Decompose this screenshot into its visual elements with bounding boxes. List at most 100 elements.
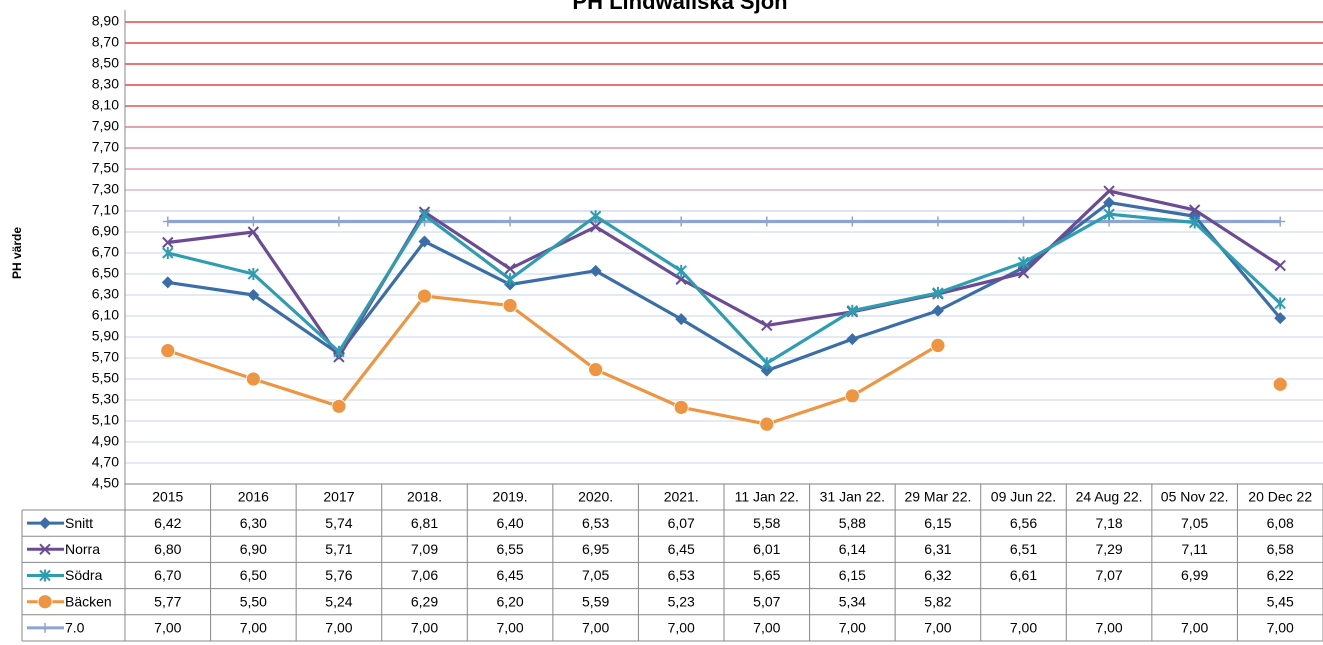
y-tick-label: 7,30 bbox=[92, 181, 119, 197]
table-cell: 5,23 bbox=[668, 593, 695, 609]
y-tick-label: 4,90 bbox=[92, 433, 119, 449]
table-cell: 6,15 bbox=[839, 567, 866, 583]
table-cell: 7,00 bbox=[1181, 620, 1208, 636]
table-cell: 7,00 bbox=[582, 620, 609, 636]
marker bbox=[846, 333, 859, 346]
table-cell: 6,61 bbox=[1010, 567, 1037, 583]
marker bbox=[761, 319, 773, 332]
marker bbox=[932, 216, 943, 227]
x-tick-label: 31 Jan 22. bbox=[820, 489, 885, 505]
table-cell: 6,29 bbox=[411, 593, 438, 609]
marker bbox=[417, 288, 432, 304]
marker bbox=[675, 313, 688, 326]
y-tick-label: 5,90 bbox=[92, 328, 119, 344]
table-cell: 5,74 bbox=[325, 515, 352, 531]
table-cell: 6,15 bbox=[924, 515, 951, 531]
y-tick-label: 5,10 bbox=[92, 412, 119, 428]
table-cell: 5,07 bbox=[753, 593, 780, 609]
marker bbox=[930, 337, 946, 353]
legend-label: 7.0 bbox=[65, 620, 85, 636]
legend-label: Bäcken bbox=[65, 593, 112, 609]
marker bbox=[160, 343, 176, 359]
marker bbox=[1188, 204, 1201, 216]
marker bbox=[161, 276, 174, 289]
table-cell: 7,06 bbox=[411, 567, 438, 583]
table-cell: 6,45 bbox=[668, 541, 695, 557]
marker bbox=[1274, 297, 1286, 310]
table-cell: 7,00 bbox=[1267, 620, 1294, 636]
marker bbox=[39, 517, 51, 530]
x-tick-label: 05 Nov 22. bbox=[1161, 489, 1229, 505]
marker bbox=[40, 622, 50, 633]
legend-label: Södra bbox=[65, 567, 103, 583]
marker bbox=[1103, 208, 1115, 221]
marker bbox=[248, 216, 259, 227]
table-cell: 7,00 bbox=[668, 620, 695, 636]
table-cell: 6,42 bbox=[154, 515, 181, 531]
marker bbox=[1103, 196, 1116, 209]
marker bbox=[589, 264, 602, 277]
marker bbox=[502, 298, 518, 313]
marker bbox=[589, 210, 602, 223]
table-cell: 6,95 bbox=[582, 541, 609, 557]
marker bbox=[676, 216, 687, 227]
table-cell: 7,00 bbox=[839, 620, 866, 636]
table-cell: 7,00 bbox=[411, 620, 438, 636]
table-cell: 6,53 bbox=[582, 515, 609, 531]
table-cell: 7,00 bbox=[325, 620, 352, 636]
table-cell: 5,65 bbox=[753, 567, 780, 583]
table-cell: 6,08 bbox=[1267, 515, 1294, 531]
marker bbox=[761, 357, 773, 370]
marker bbox=[673, 399, 689, 415]
table-cell: 7,00 bbox=[1095, 620, 1122, 636]
x-tick-label: 2021. bbox=[664, 489, 699, 505]
marker bbox=[1017, 267, 1030, 279]
x-tick-label: 2020. bbox=[578, 489, 613, 505]
chart-title: PH Lindwallska Sjön bbox=[572, 0, 787, 14]
table-cell: 5,88 bbox=[839, 515, 866, 531]
table-cell: 6,99 bbox=[1181, 567, 1208, 583]
table-cell: 5,71 bbox=[325, 541, 352, 557]
y-tick-label: 6,70 bbox=[92, 244, 119, 260]
marker bbox=[247, 289, 260, 301]
y-tick-label: 6,50 bbox=[92, 265, 119, 281]
table-cell: 7,29 bbox=[1095, 541, 1122, 557]
table-cell: 7,05 bbox=[1181, 515, 1208, 531]
marker bbox=[418, 235, 431, 248]
table-cell: 6,07 bbox=[668, 515, 695, 531]
table-cell: 5,82 bbox=[924, 593, 951, 609]
marker bbox=[333, 345, 345, 358]
y-tick-label: 7,50 bbox=[92, 160, 119, 176]
marker bbox=[1188, 216, 1201, 229]
table-cell: 6,80 bbox=[154, 541, 181, 557]
marker bbox=[1272, 376, 1288, 392]
table-cell: 5,58 bbox=[753, 515, 780, 531]
y-tick-label: 6,30 bbox=[92, 286, 119, 302]
marker bbox=[1274, 312, 1287, 325]
series-line bbox=[167, 212, 1282, 365]
table-cell: 7,00 bbox=[154, 620, 181, 636]
marker bbox=[247, 226, 260, 238]
table-cell: 7,11 bbox=[1182, 541, 1208, 557]
y-tick-label: 8,30 bbox=[92, 76, 119, 92]
table-cell: 6,51 bbox=[1010, 541, 1037, 557]
table-cell: 6,30 bbox=[240, 515, 267, 531]
table-cell: 6,55 bbox=[496, 541, 523, 557]
x-tick-label: 11 Jan 22. bbox=[735, 489, 799, 505]
y-tick-label: 6,90 bbox=[92, 223, 119, 239]
table-cell: 6,56 bbox=[1010, 515, 1037, 531]
marker bbox=[162, 236, 174, 249]
marker bbox=[37, 594, 53, 610]
marker bbox=[504, 263, 516, 275]
table-cell: 5,24 bbox=[325, 593, 352, 609]
marker bbox=[588, 362, 604, 377]
marker bbox=[247, 268, 260, 280]
marker bbox=[846, 304, 859, 317]
table-cell: 5,77 bbox=[154, 593, 181, 609]
table-cell: 7,00 bbox=[753, 620, 780, 636]
marker bbox=[1275, 216, 1286, 227]
marker bbox=[675, 264, 687, 277]
legend-label: Snitt bbox=[65, 515, 93, 531]
